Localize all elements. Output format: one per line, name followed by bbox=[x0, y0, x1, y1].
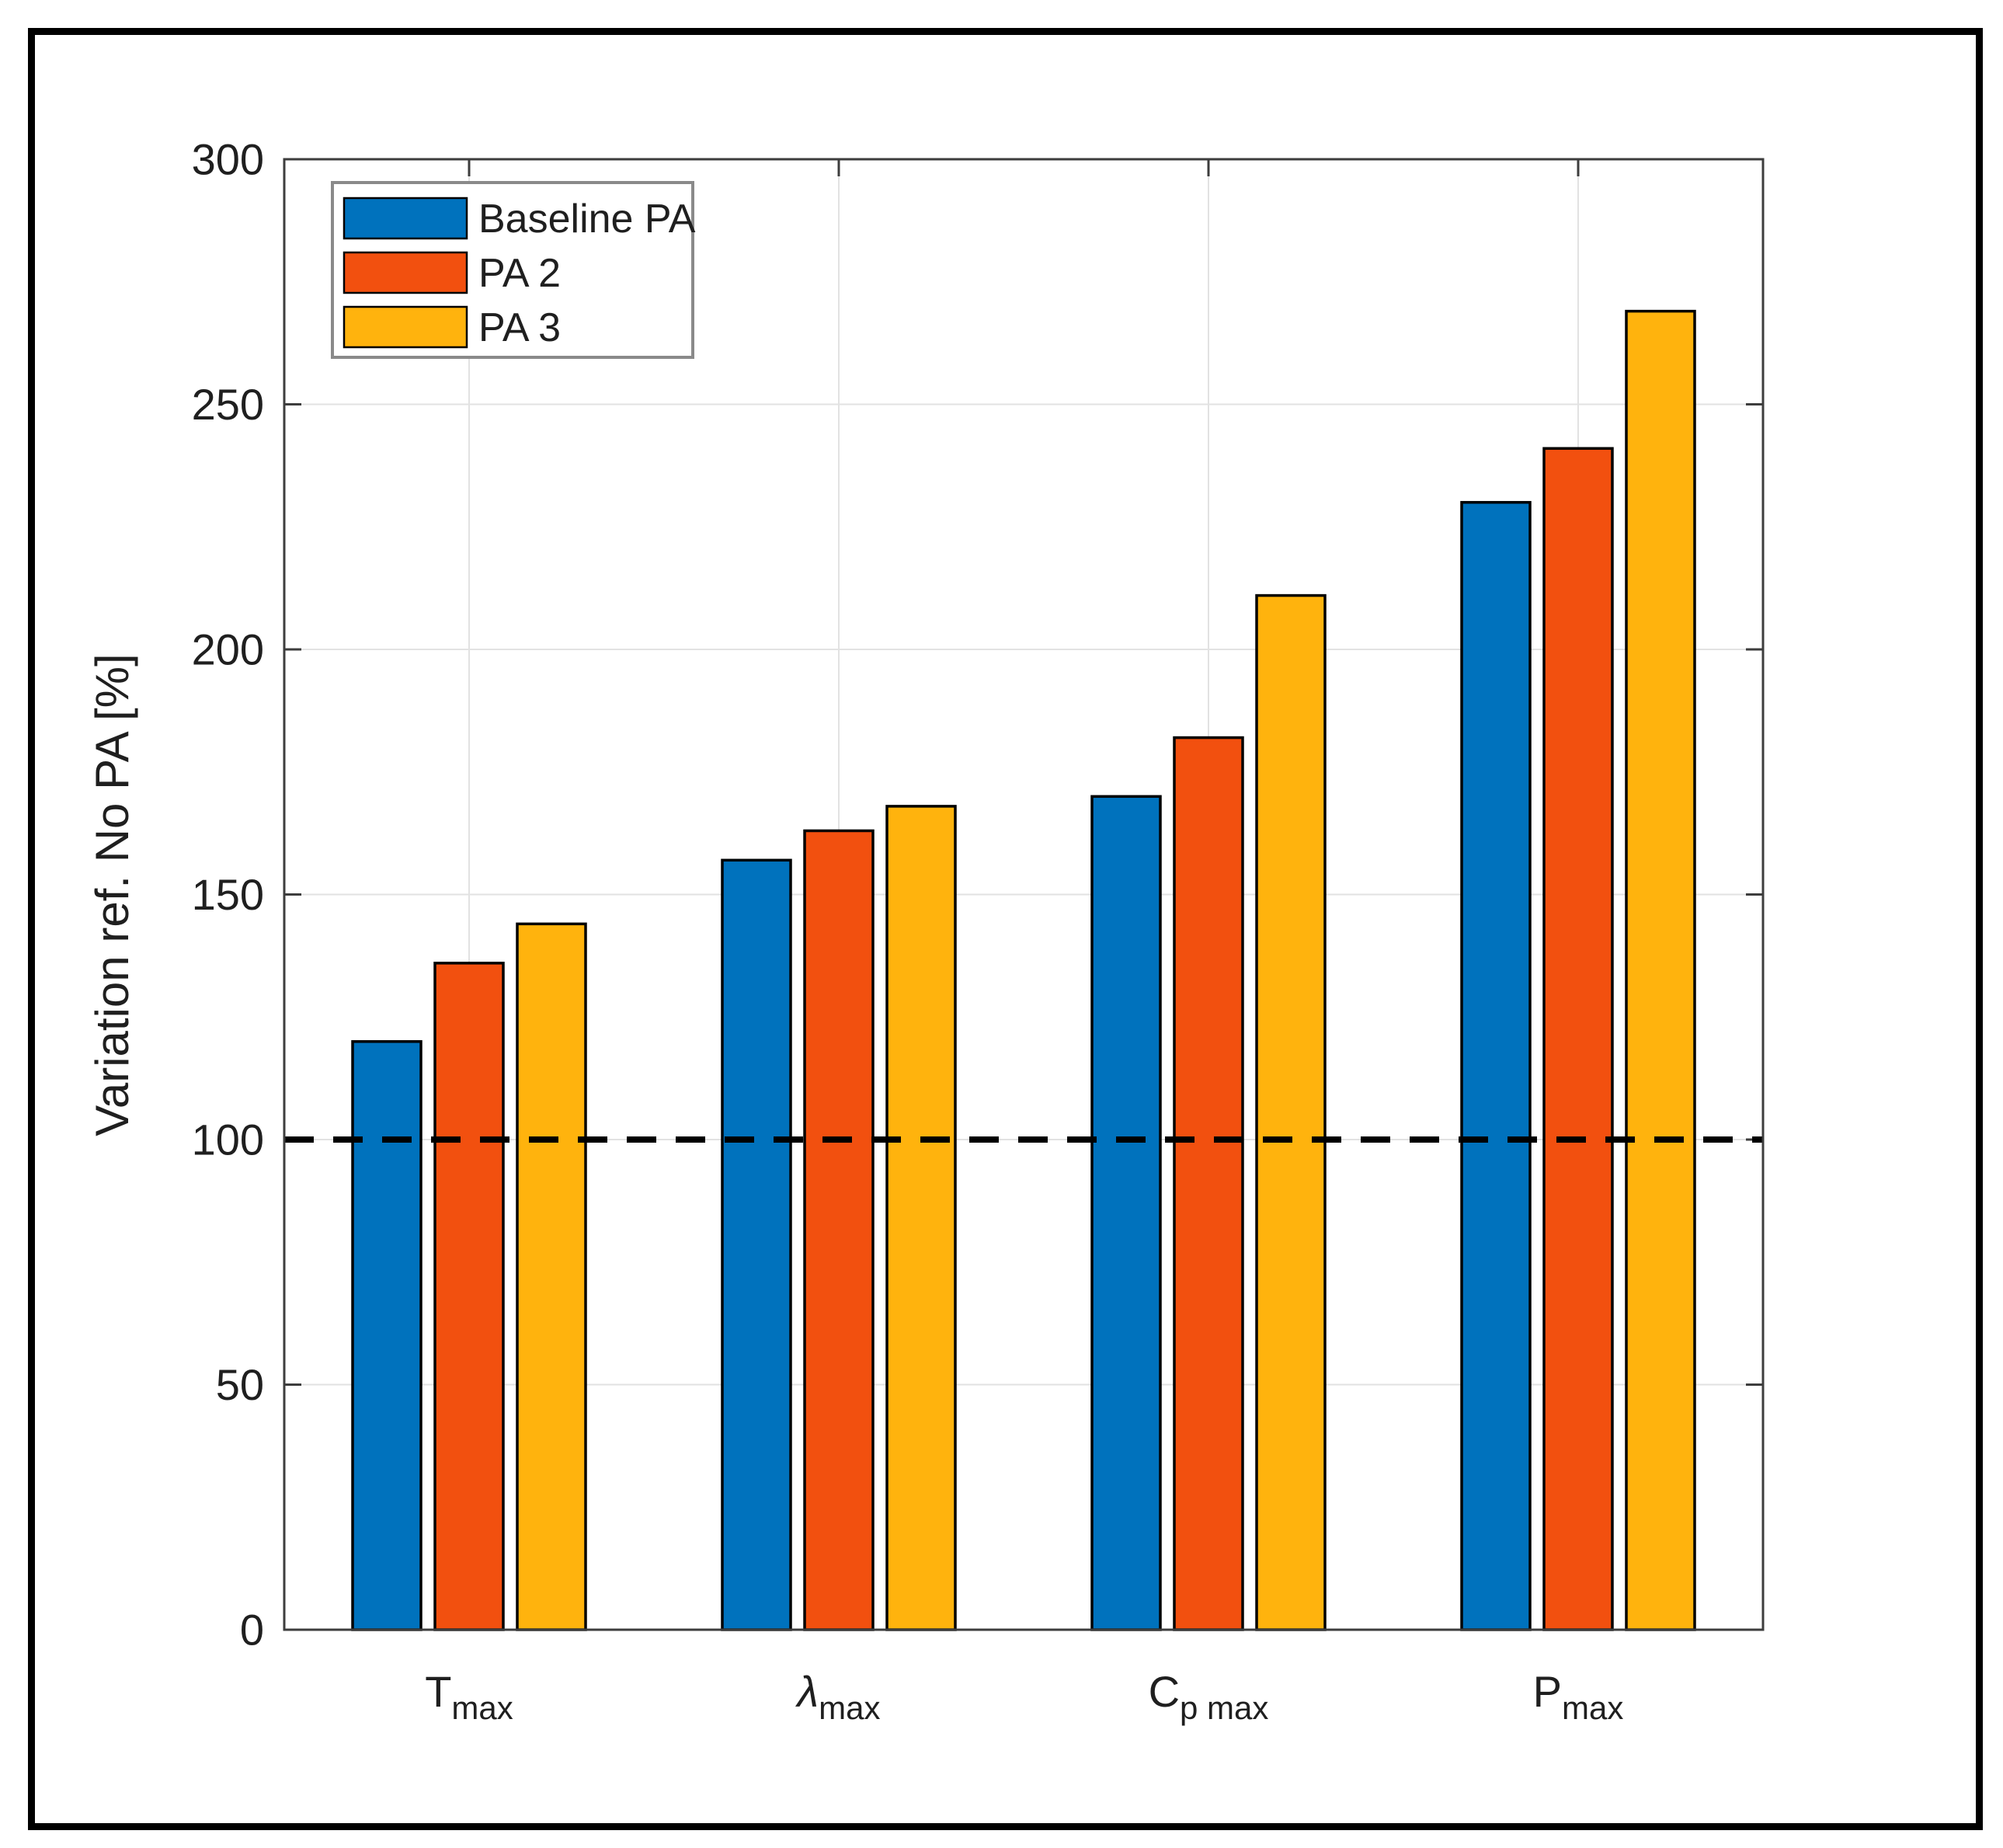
bar-baseline-pa-lambda-max bbox=[721, 858, 792, 1631]
bar-pa-2-lambda-max bbox=[803, 829, 875, 1631]
bar-baseline-pa-cp-max bbox=[1090, 795, 1162, 1631]
bar-pa-3-pmax bbox=[1625, 309, 1696, 1631]
x-category-label-cp-max: Cp max bbox=[1149, 1667, 1269, 1726]
y-tick-label: 250 bbox=[192, 380, 264, 429]
bar-pa-3-tmax bbox=[516, 922, 587, 1631]
bar-pa-2-cp-max bbox=[1173, 736, 1244, 1631]
bar-baseline-pa-tmax bbox=[351, 1040, 423, 1631]
y-tick-label: 0 bbox=[240, 1606, 264, 1655]
y-tick-label: 300 bbox=[192, 135, 264, 184]
bar-pa-2-tmax bbox=[433, 962, 505, 1631]
y-tick-label: 200 bbox=[192, 625, 264, 674]
legend-swatch-pa-2 bbox=[343, 251, 468, 294]
legend-swatch-baseline-pa bbox=[343, 197, 468, 240]
bar-pa-2-pmax bbox=[1542, 447, 1614, 1631]
y-axis-label: Variation ref. No PA [%] bbox=[86, 653, 138, 1136]
legend-label-baseline-pa: Baseline PA bbox=[478, 197, 696, 242]
plot-box bbox=[283, 158, 1765, 1631]
y-tick-label: 150 bbox=[192, 870, 264, 919]
x-category-label-lambda-max: λmax bbox=[795, 1667, 881, 1726]
legend-label-pa-3: PA 3 bbox=[478, 305, 561, 350]
bar-pa-3-cp-max bbox=[1255, 593, 1327, 1631]
bar-baseline-pa-pmax bbox=[1460, 500, 1532, 1631]
legend-label-pa-2: PA 2 bbox=[478, 251, 561, 296]
bar-pa-3-lambda-max bbox=[885, 805, 957, 1631]
y-tick-label: 50 bbox=[216, 1360, 264, 1409]
x-category-label-tmax: Tmax bbox=[425, 1667, 513, 1726]
legend-swatch-pa-3 bbox=[343, 305, 468, 349]
x-category-label-pmax: Pmax bbox=[1533, 1667, 1624, 1726]
y-tick-label: 100 bbox=[192, 1115, 264, 1164]
